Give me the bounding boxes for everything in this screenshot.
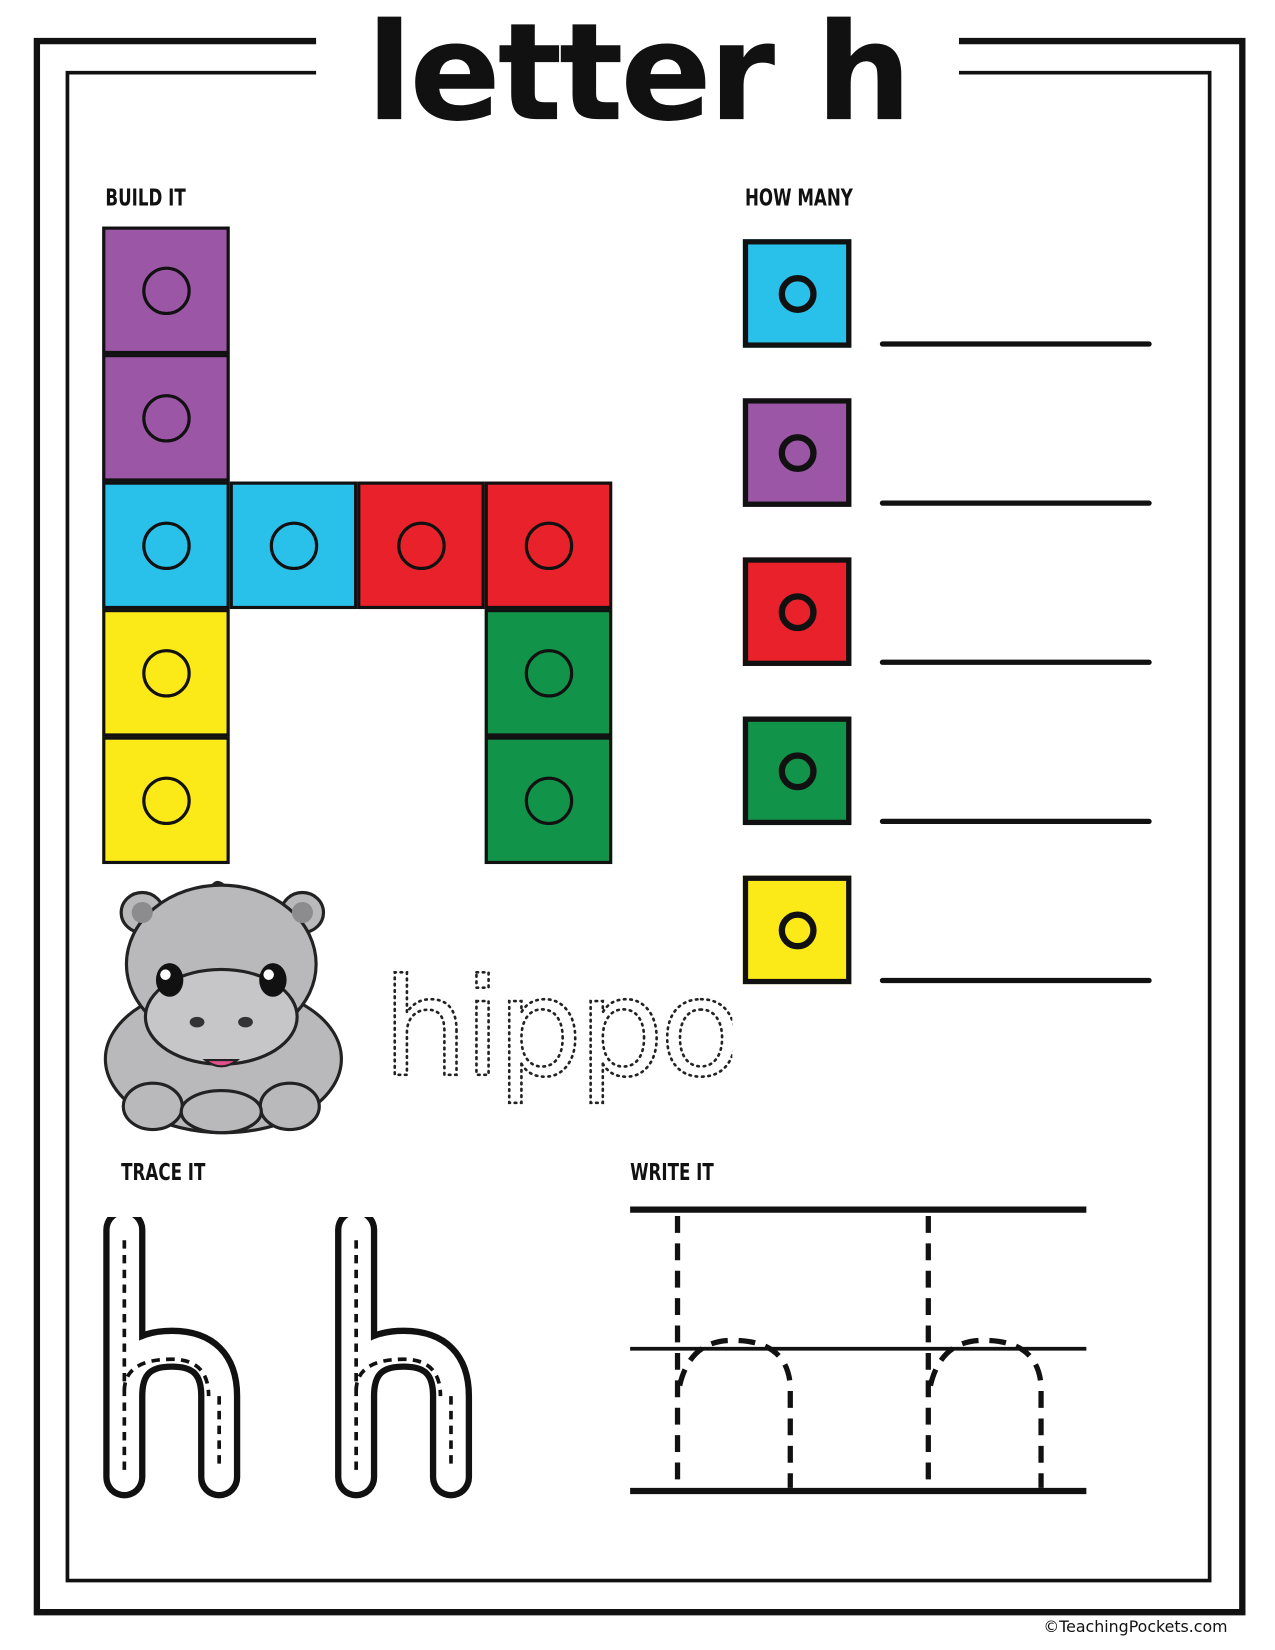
trace-letters (103, 1217, 500, 1507)
block-green (484, 609, 613, 737)
hippo-word: hippo (382, 950, 732, 1107)
block-stud-icon (269, 521, 319, 571)
count-answer-line[interactable] (879, 659, 1152, 665)
block-stud-icon (778, 275, 817, 313)
block-green (484, 736, 613, 865)
count-answer-line[interactable] (879, 500, 1152, 506)
write-it-lines (630, 1206, 1087, 1495)
count-block-red (742, 557, 852, 666)
block-stud-icon (142, 521, 191, 571)
block-purple (102, 354, 230, 482)
block-stud-icon (397, 521, 446, 571)
copyright-footer: ©TeachingPockets.com (1043, 1617, 1228, 1637)
block-stud-icon (778, 434, 817, 473)
block-stud-icon (778, 752, 817, 791)
count-answer-line[interactable] (879, 341, 1152, 347)
count-block-yellow (742, 875, 852, 985)
block-purple (102, 226, 230, 355)
block-yellow (102, 736, 230, 865)
block-stud-icon (778, 911, 817, 950)
block-blue (229, 481, 358, 610)
build-it-heading: BUILD IT (105, 185, 186, 212)
write-it-heading: WRITE IT (630, 1160, 714, 1187)
block-blue (102, 481, 230, 610)
count-block-blue (742, 239, 852, 348)
block-stud-icon (778, 593, 817, 632)
block-red (357, 481, 485, 610)
count-answer-line[interactable] (879, 818, 1152, 824)
page-title: letter h (316, 0, 959, 159)
hippo-word-trace: hippo (381, 948, 732, 1108)
count-block-purple (742, 398, 852, 507)
block-red (484, 481, 613, 610)
block-stud-icon (142, 266, 191, 316)
trace-it-heading: TRACE IT (121, 1160, 206, 1187)
block-stud-icon (524, 521, 574, 571)
how-many-heading: HOW MANY (744, 185, 853, 212)
count-block-green (742, 716, 852, 826)
block-stud-icon (142, 649, 191, 698)
block-stud-icon (524, 649, 574, 698)
block-stud-icon (142, 394, 191, 443)
count-answer-line[interactable] (879, 977, 1152, 984)
hippo-illustration (103, 880, 343, 1135)
block-stud-icon (142, 776, 191, 826)
block-yellow (102, 609, 230, 737)
block-stud-icon (524, 776, 574, 826)
